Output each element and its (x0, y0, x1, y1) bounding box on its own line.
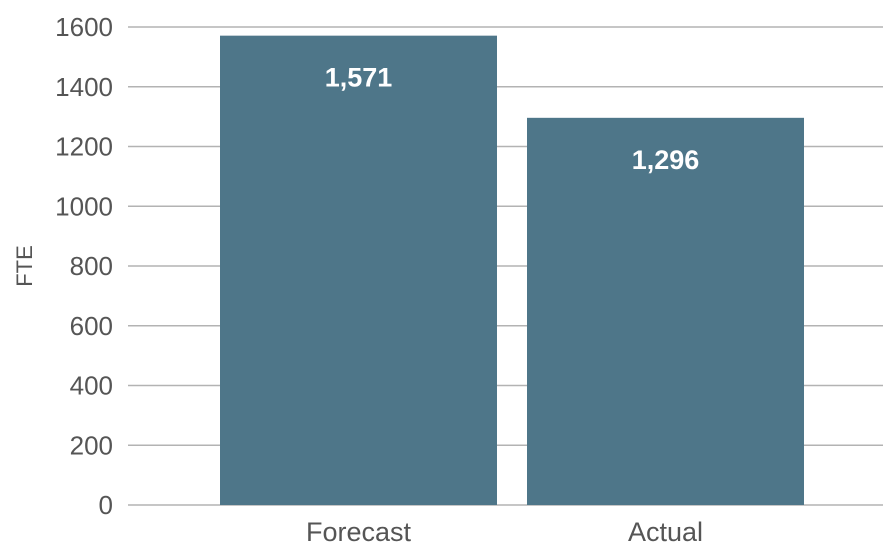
x-axis-categories: Forecast Actual (306, 517, 703, 545)
y-tick-label: 0 (99, 490, 113, 520)
x-category-label: Actual (628, 517, 703, 545)
y-axis-ticks: 0 200 400 600 800 1000 1200 1400 1600 (55, 12, 113, 520)
bar-forecast (220, 35, 497, 505)
bar-value-label: 1,571 (325, 63, 393, 93)
y-tick-label: 1000 (55, 191, 113, 221)
bar-value-label: 1,296 (632, 145, 700, 175)
y-tick-label: 400 (70, 371, 113, 401)
y-axis-title: FTE (12, 245, 37, 287)
y-tick-label: 200 (70, 430, 113, 460)
bars (220, 35, 804, 505)
y-tick-label: 1600 (55, 12, 113, 42)
bar-actual (527, 117, 804, 505)
bar-value-labels: 1,571 1,296 (325, 63, 700, 175)
y-tick-label: 800 (70, 251, 113, 281)
y-tick-label: 600 (70, 311, 113, 341)
y-tick-label: 1200 (55, 132, 113, 162)
y-tick-label: 1400 (55, 72, 113, 102)
x-category-label: Forecast (306, 517, 412, 545)
